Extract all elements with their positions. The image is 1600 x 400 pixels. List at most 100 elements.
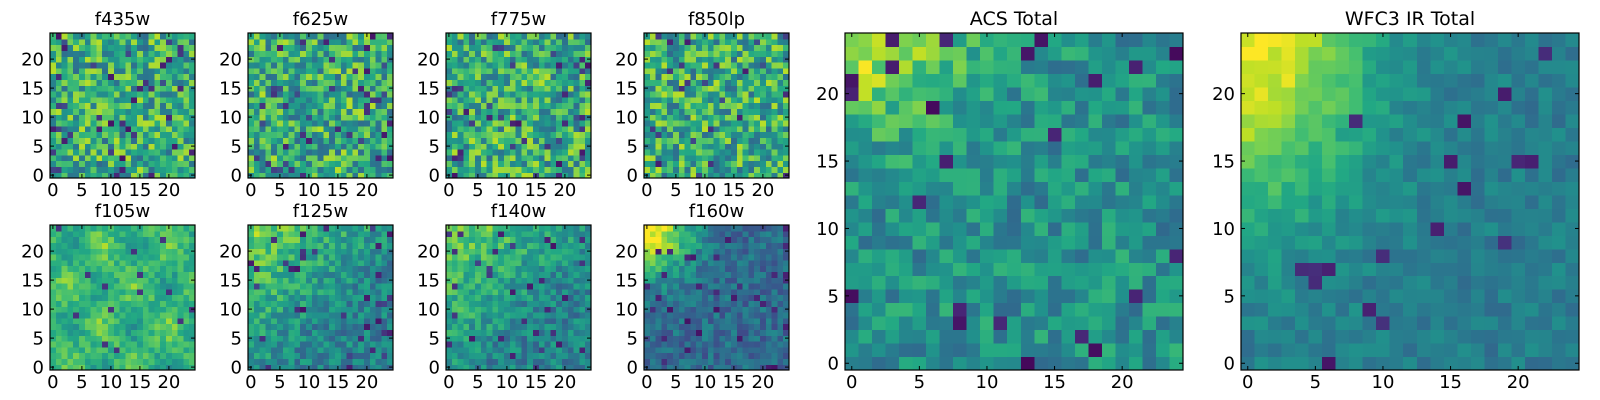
- heatmap-cell: [527, 300, 534, 307]
- heatmap-cell: [148, 248, 155, 255]
- heatmap-cell: [765, 364, 773, 371]
- heatmap-cell: [358, 38, 365, 46]
- heatmap-cell: [358, 131, 365, 138]
- heatmap-cell: [131, 225, 138, 232]
- heatmap-cell: [306, 96, 313, 104]
- heatmap-cell: [736, 283, 744, 290]
- heatmap-cell: [492, 254, 499, 261]
- heatmap-cell: [684, 50, 691, 57]
- heatmap-cell: [277, 242, 284, 249]
- heatmap-cell: [707, 33, 715, 40]
- heatmap-cell: [148, 120, 155, 127]
- heatmap-cell: [783, 96, 790, 104]
- heatmap-cell: [731, 102, 738, 109]
- heatmap-cell: [573, 346, 580, 354]
- heatmap-cell: [346, 259, 353, 267]
- heatmap-cell: [538, 91, 546, 98]
- heatmap-cell: [55, 312, 63, 319]
- heatmap-cell: [771, 67, 778, 75]
- heatmap-cell: [300, 277, 307, 284]
- heatmap-cell: [492, 33, 499, 40]
- heatmap-cell: [463, 137, 470, 144]
- heatmap-cell: [492, 85, 499, 92]
- heatmap-cell: [725, 131, 732, 138]
- heatmap-cell: [55, 143, 63, 150]
- heatmap-cell: [475, 79, 482, 86]
- heatmap-cell: [451, 277, 459, 284]
- heatmap-cell: [486, 300, 493, 307]
- heatmap-cell: [177, 346, 184, 354]
- heatmap-cell: [475, 44, 482, 51]
- heatmap-cell: [521, 73, 528, 80]
- heatmap-cell: [61, 85, 68, 92]
- heatmap-cell: [358, 62, 365, 69]
- heatmap-cell: [731, 85, 738, 92]
- heatmap-cell: [451, 67, 459, 75]
- heatmap-cell: [492, 67, 499, 75]
- heatmap-cell: [352, 96, 359, 104]
- heatmap-cell: [79, 300, 86, 307]
- heatmap-cell: [713, 91, 720, 98]
- heatmap-cell: [783, 108, 790, 115]
- y-tick-label: 0: [231, 358, 242, 379]
- heatmap-cell: [329, 265, 336, 272]
- heatmap-cell: [381, 96, 388, 104]
- heatmap-cell: [317, 288, 324, 296]
- heatmap-cell: [562, 120, 569, 127]
- heatmap-cell: [492, 125, 499, 133]
- heatmap-cell: [282, 236, 290, 243]
- heatmap-cell: [55, 306, 63, 313]
- heatmap-cell: [96, 154, 103, 162]
- heatmap-cell: [719, 79, 726, 86]
- heatmap-cell: [515, 352, 522, 359]
- heatmap-cell: [707, 323, 715, 330]
- heatmap-cell: [381, 329, 388, 336]
- heatmap-cell: [84, 102, 92, 109]
- heatmap-cell: [649, 172, 657, 179]
- heatmap-cell: [678, 294, 686, 301]
- heatmap-cell: [515, 166, 522, 173]
- heatmap-cell: [55, 230, 63, 238]
- heatmap-cell: [486, 265, 493, 272]
- heatmap-cell: [300, 160, 307, 167]
- heatmap-cell: [108, 242, 115, 249]
- heatmap-cell: [515, 143, 522, 150]
- heatmap-cell: [335, 358, 342, 365]
- heatmap-cell: [678, 131, 686, 138]
- heatmap-cell: [486, 352, 493, 359]
- heatmap-cell: [329, 50, 336, 57]
- heatmap-cell: [265, 62, 272, 69]
- heatmap-cell: [160, 85, 167, 92]
- heatmap-cell: [288, 230, 295, 238]
- heatmap-cell: [451, 143, 459, 150]
- heatmap-cell: [457, 317, 464, 325]
- heatmap-cell: [119, 172, 126, 179]
- heatmap-cell: [125, 242, 132, 249]
- heatmap-cell: [160, 225, 167, 232]
- heatmap-cell: [556, 335, 563, 342]
- heatmap-cell: [457, 137, 464, 144]
- heatmap-cell: [649, 306, 657, 313]
- heatmap-cell: [340, 137, 348, 144]
- heatmap-cell: [562, 329, 569, 336]
- heatmap-cell: [667, 102, 674, 109]
- heatmap-cell: [189, 154, 196, 162]
- heatmap-cell: [102, 131, 109, 138]
- heatmap-cell: [137, 149, 144, 156]
- heatmap-cell: [137, 38, 144, 46]
- heatmap-cell: [306, 120, 313, 127]
- heatmap-cell: [358, 358, 365, 365]
- heatmap-cell: [311, 312, 319, 319]
- heatmap-cell: [544, 230, 551, 238]
- heatmap-cell: [248, 160, 255, 167]
- heatmap-cell: [550, 323, 557, 330]
- heatmap-cell: [113, 79, 121, 86]
- y-tick-label: 15: [615, 79, 638, 100]
- heatmap-cell: [725, 50, 732, 57]
- heatmap-cell: [533, 102, 540, 109]
- heatmap-cell: [707, 85, 715, 92]
- heatmap-cell: [492, 56, 499, 63]
- heatmap-cell: [533, 125, 540, 133]
- heatmap-cell: [84, 160, 92, 167]
- heatmap-cell: [492, 225, 499, 232]
